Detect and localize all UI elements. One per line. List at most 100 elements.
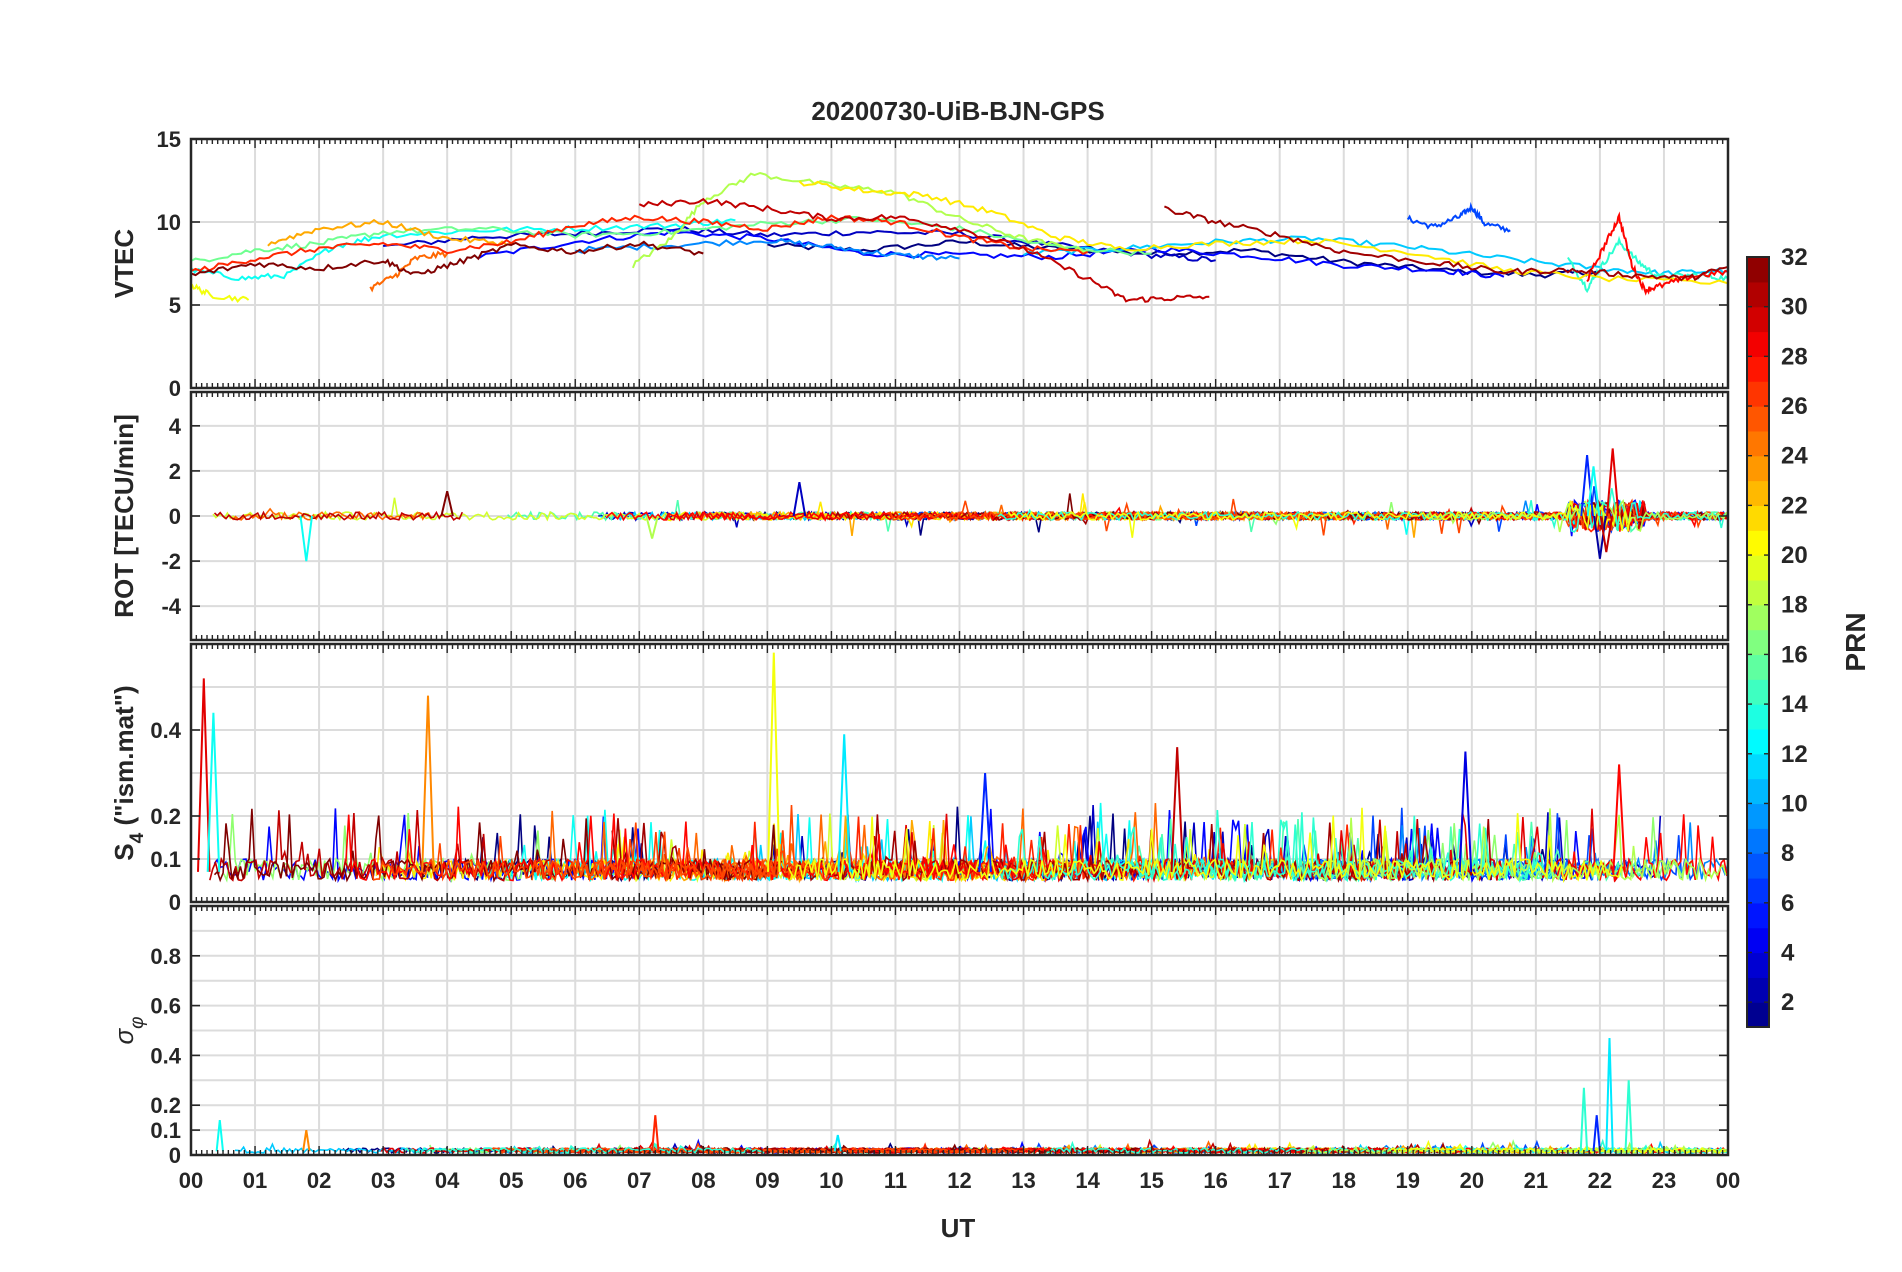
rot-peak-prn-13 <box>299 515 313 562</box>
y-tick-label: 4 <box>169 414 182 439</box>
rot-peak-prn-29 <box>1606 448 1620 517</box>
y-tick-label: 0.1 <box>150 847 181 872</box>
x-tick-label: 00 <box>179 1168 203 1193</box>
rot-peak-prn-13 <box>1586 466 1601 517</box>
colorbar-band <box>1747 530 1769 556</box>
y-axis-label-sigma: σφ <box>109 1016 148 1044</box>
x-tick-label: 15 <box>1139 1168 1163 1193</box>
s4-trace-prn-28 <box>345 806 1056 882</box>
s4-peak-prn-4 <box>1458 751 1473 872</box>
s4-trace-prn-14 <box>1127 809 1544 883</box>
colorbar-band <box>1747 505 1769 531</box>
x-tick-label: 18 <box>1332 1168 1356 1193</box>
colorbar-band <box>1747 306 1769 333</box>
vtec-series-prn-25 <box>369 250 449 293</box>
x-tick-label: 00 <box>1716 1168 1740 1193</box>
panel-s4: 0 0.1 0.2 0.4S4 ("ism.mat") <box>109 642 1730 915</box>
x-tick-label: 10 <box>819 1168 843 1193</box>
sigma-peak-prn-12 <box>1605 1037 1614 1152</box>
rot-peak-prn-32 <box>440 490 454 517</box>
sigma-peak-prn-14 <box>1579 1087 1589 1152</box>
s4-peak-prn-24 <box>421 695 435 872</box>
y-tick-label: 10 <box>157 210 181 235</box>
vtec-series-prn-5 <box>478 229 1505 279</box>
colorbar-band <box>1747 853 1769 879</box>
x-tick-label: 13 <box>1011 1168 1035 1193</box>
sigma-peak-prn-27 <box>651 1115 660 1152</box>
x-tick-label: 19 <box>1396 1168 1420 1193</box>
colorbar-tick-label: 18 <box>1781 592 1808 619</box>
y-tick-label: 0.6 <box>150 994 181 1019</box>
x-axis: 00 01 02 03 04 05 06 07 08 09 10 11 12 13 14 15 16 17 18 19… <box>179 1168 1740 1193</box>
colorbar-band <box>1747 902 1769 929</box>
sigma-peak-prn-12 <box>833 1134 842 1152</box>
rot-traces <box>212 448 1728 562</box>
panel-rot: -4 -2 0 2 4 ROT [TECU/min] <box>109 390 1730 642</box>
y-tick-label: 0 <box>169 1143 181 1168</box>
s4-peak-prn-13 <box>206 712 221 872</box>
colorbar-tick-label: 26 <box>1781 393 1808 420</box>
vtec-series-prn-30 <box>638 197 1210 303</box>
colorbar-band <box>1747 629 1769 656</box>
colorbar-band <box>1747 654 1769 680</box>
colorbar-label: PRN <box>1840 612 1871 671</box>
colorbar-tick-label: 24 <box>1781 443 1808 470</box>
y-tick-label: 0.1 <box>150 1118 181 1143</box>
s4-trace-prn-26 <box>551 822 839 882</box>
s4-trace-prn-18 <box>1313 808 1727 884</box>
rot-peak-prn-3 <box>792 482 807 517</box>
y-tick-label: -4 <box>161 594 181 619</box>
colorbar-tick-label: 2 <box>1781 989 1794 1016</box>
sigma-peak-prn-14 <box>1624 1080 1633 1152</box>
colorbar-band <box>1747 977 1769 1003</box>
rot-trace-prn-26 <box>887 498 1327 532</box>
y-axis-label-rot: ROT [TECU/min] <box>109 414 139 618</box>
y-tick-label: 0.4 <box>150 1043 181 1068</box>
y-axis-label-vtec: VTEC <box>109 229 139 299</box>
colorbar-band <box>1747 281 1769 308</box>
sigma-peak-prn-6 <box>1592 1115 1601 1152</box>
colorbar-band <box>1747 257 1769 283</box>
s4-peak-prn-12 <box>837 734 851 872</box>
x-tick-label: 16 <box>1203 1168 1227 1193</box>
vtec-series-prn-1 <box>767 239 1600 279</box>
colorbar-tick-label: 32 <box>1781 244 1808 271</box>
colorbar-band <box>1747 381 1769 407</box>
sigma-peak-prn-24 <box>302 1129 311 1152</box>
vtec-series-prn-3 <box>382 226 1216 263</box>
vtec-series-prn-21 <box>798 180 1728 285</box>
colorbar-band <box>1747 480 1769 506</box>
colorbar-band <box>1747 331 1769 357</box>
colorbar-tick-label: 30 <box>1781 294 1808 321</box>
y-tick-label: 0 <box>169 376 181 401</box>
colorbar-tick-label: 20 <box>1781 542 1808 569</box>
vtec-series-prn-32 <box>191 240 704 277</box>
s4-peak-prn-29 <box>197 678 211 872</box>
colorbar-band <box>1747 753 1769 780</box>
y-tick-label: 2 <box>169 459 181 484</box>
vtec-series-prn-20 <box>191 283 250 304</box>
vtec-series-prn-18 <box>631 171 1088 269</box>
rot-trace-prn-20 <box>1007 500 1632 538</box>
rot-peak-prn-30 <box>1599 515 1614 553</box>
colorbar-band <box>1747 778 1769 805</box>
y-tick-label: 0.8 <box>150 944 181 969</box>
x-tick-label: 07 <box>627 1168 651 1193</box>
s4-peak-prn-20 <box>767 652 781 872</box>
colorbar-tick-label: 14 <box>1781 691 1808 718</box>
colorbar-band <box>1747 803 1769 829</box>
x-tick-label: 23 <box>1652 1168 1676 1193</box>
x-tick-label: 04 <box>435 1168 460 1193</box>
y-tick-label: 0.4 <box>150 718 181 743</box>
colorbar-band <box>1747 555 1769 581</box>
rot-trace-prn-14 <box>997 488 1728 533</box>
y-axis-label-s4: S4 ("ism.mat") <box>109 685 148 860</box>
x-tick-label: 06 <box>563 1168 587 1193</box>
s4-trace-prn-20 <box>787 807 1623 884</box>
vtec-series-prn-16 <box>191 216 1152 263</box>
colorbar-tick-label: 22 <box>1781 492 1808 519</box>
colorbar-band <box>1747 1002 1769 1028</box>
colorbar-band <box>1747 927 1769 954</box>
colorbar-band <box>1747 604 1769 631</box>
